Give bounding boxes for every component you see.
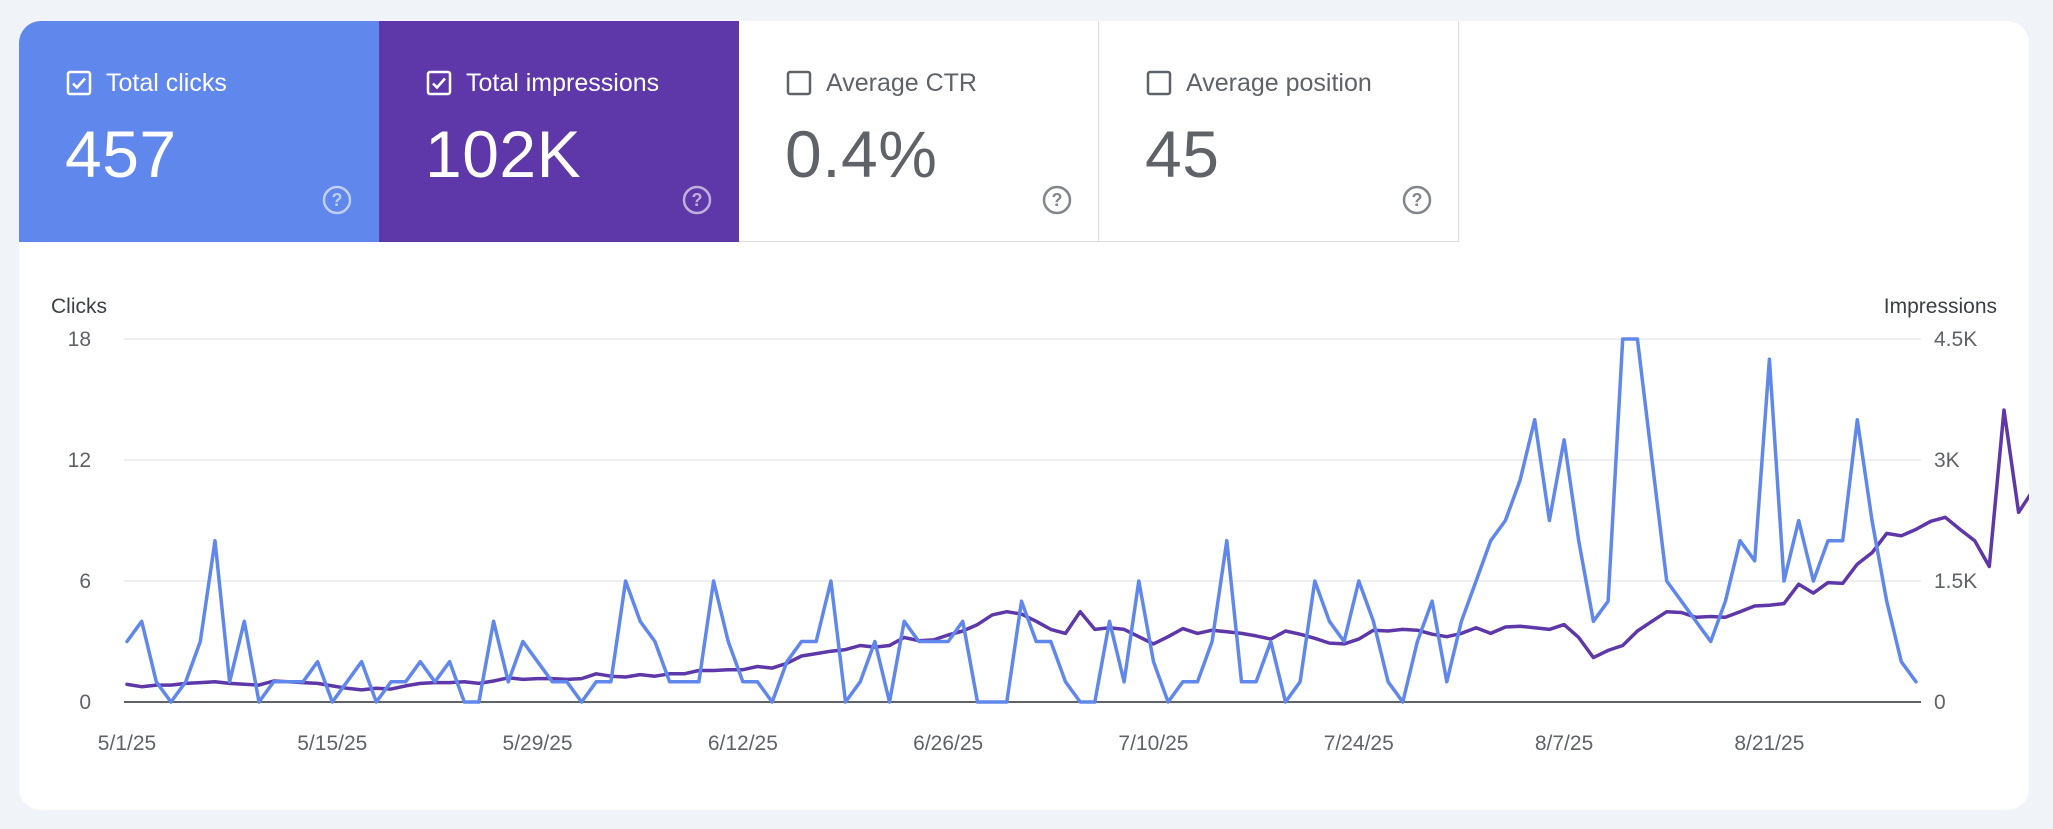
svg-text:?: ?	[1412, 190, 1423, 210]
clicks-series-line[interactable]	[125, 337, 1918, 704]
series-lines	[125, 337, 2029, 704]
axis-labels: 0 0 6 1.5K 12 3K 18 4.5K Clicks Impressions 5/1/25…	[51, 295, 1997, 755]
checkbox-checked-icon[interactable]	[66, 70, 92, 96]
help-icon[interactable]: ?	[1041, 184, 1073, 216]
chart-area: 0 0 6 1.5K 12 3K 18 4.5K Clicks Impressions 5/1/25…	[19, 21, 2029, 810]
x-tick-label: 8/21/25	[1734, 732, 1804, 755]
metric-value: 457	[65, 117, 177, 191]
x-tick-label: 5/29/25	[503, 732, 573, 755]
y-left-tick-label: 18	[68, 328, 91, 351]
performance-chart: 0 0 6 1.5K 12 3K 18 4.5K Clicks Impressions 5/1/25…	[51, 295, 2029, 755]
x-tick-label: 5/1/25	[98, 732, 156, 755]
y-right-tick-label: 4.5K	[1934, 328, 1977, 351]
y-right-tick-label: 1.5K	[1934, 570, 1977, 593]
x-tick-label: 5/15/25	[297, 732, 367, 755]
y-left-tick-label: 12	[68, 449, 91, 472]
svg-text:?: ?	[1052, 190, 1063, 210]
metric-value: 45	[1145, 117, 1220, 191]
left-axis-title: Clicks	[51, 295, 107, 318]
svg-text:?: ?	[332, 190, 343, 210]
y-left-tick-label: 6	[79, 570, 91, 593]
x-tick-label: 7/10/25	[1118, 732, 1188, 755]
x-tick-label: 8/7/25	[1535, 732, 1593, 755]
metric-average-position[interactable]: Average position 45 ?	[1099, 21, 1459, 242]
x-tick-label: 6/12/25	[708, 732, 778, 755]
metric-label: Average CTR	[826, 69, 977, 97]
metric-total-impressions[interactable]: Total impressions 102K ?	[379, 21, 739, 242]
help-icon[interactable]: ?	[681, 184, 713, 216]
checkbox-unchecked-icon[interactable]	[786, 70, 812, 96]
x-tick-label: 6/26/25	[913, 732, 983, 755]
svg-text:?: ?	[692, 190, 703, 210]
y-right-tick-label: 3K	[1934, 449, 1960, 472]
checkbox-unchecked-icon[interactable]	[1146, 70, 1172, 96]
performance-card: 0 0 6 1.5K 12 3K 18 4.5K Clicks Impressions 5/1/25…	[19, 21, 2029, 810]
metric-value: 102K	[425, 117, 582, 191]
metric-average-ctr[interactable]: Average CTR 0.4% ?	[739, 21, 1099, 242]
metric-label: Total clicks	[106, 69, 227, 97]
right-axis-title: Impressions	[1884, 295, 1997, 318]
metric-total-clicks[interactable]: Total clicks 457 ?	[19, 21, 379, 242]
metric-label: Average position	[1186, 69, 1372, 97]
metric-cards: Total clicks 457 ? Total impressions 102…	[19, 21, 1459, 242]
impressions-series-line[interactable]	[125, 392, 2029, 692]
help-icon[interactable]: ?	[1401, 184, 1433, 216]
metric-label: Total impressions	[466, 69, 660, 97]
help-icon[interactable]: ?	[321, 184, 353, 216]
x-tick-label: 7/24/25	[1324, 732, 1394, 755]
metric-value: 0.4%	[785, 117, 938, 191]
y-left-tick-label: 0	[79, 691, 91, 714]
checkbox-checked-icon[interactable]	[426, 70, 452, 96]
y-right-tick-label: 0	[1934, 691, 1946, 714]
